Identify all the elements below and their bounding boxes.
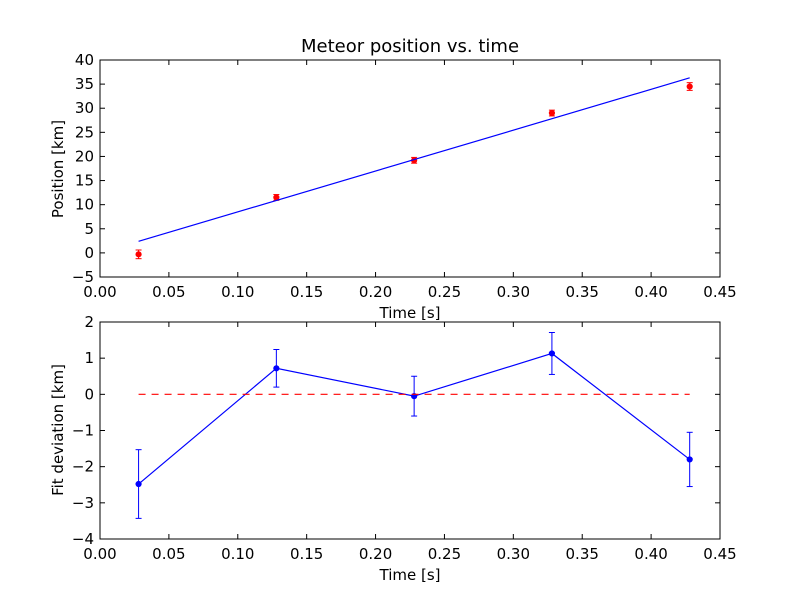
x-axis-label: Time [s] (379, 304, 441, 322)
x-tick-label: 0.45 (703, 545, 736, 563)
x-tick-label: 0.25 (428, 283, 461, 301)
data-point (686, 456, 693, 463)
y-tick-label: −5 (72, 268, 94, 286)
data-point (273, 194, 280, 201)
x-tick-label: 0.30 (497, 545, 530, 563)
data-point (548, 350, 556, 357)
x-tick-label: 0.00 (83, 283, 116, 301)
y-tick-label: −2 (72, 458, 94, 476)
deviation-chart: Time [s] Fit deviation [km] 0.00 0.05 0.10… (49, 313, 737, 584)
x-tick-label: 0.20 (359, 545, 392, 563)
y-tick-label: −3 (72, 494, 94, 512)
data-point (686, 83, 693, 90)
x-tick-label: 0.25 (428, 545, 461, 563)
y-tick-label: −4 (72, 530, 94, 548)
fit-line (138, 77, 690, 242)
x-tick-label: 0.00 (83, 545, 116, 563)
position-plot-area: 0.00 0.05 0.10 0.15 0.20 0.25 0.30 0.35 0.40 0.45… (72, 51, 737, 301)
x-tick-label: 0.45 (703, 283, 736, 301)
x-tick-label: 0.10 (221, 545, 254, 563)
position-chart: Meteor position vs. time Time [s] Positi… (49, 36, 737, 322)
y-tick-label: 35 (75, 75, 94, 93)
x-tick-label: 0.40 (634, 283, 667, 301)
y-tick-label: 25 (75, 123, 94, 141)
y-tick-label: −1 (72, 422, 94, 440)
x-tick-label: 0.05 (152, 283, 185, 301)
x-tick-label: 0.15 (290, 545, 323, 563)
y-tick-label: 0 (84, 385, 94, 403)
data-point (548, 109, 556, 117)
x-tick-label: 0.30 (497, 283, 530, 301)
y-tick-label: 30 (75, 99, 94, 117)
y-axis-label: Position [km] (49, 120, 67, 218)
x-tick-label: 0.15 (290, 283, 323, 301)
axes-frame (99, 59, 721, 278)
data-point (135, 251, 142, 258)
y-tick-label: 40 (75, 51, 94, 69)
y-tick-label: 15 (75, 172, 94, 190)
y-tick-label: 2 (84, 313, 94, 331)
x-tick-label: 0.40 (634, 545, 667, 563)
x-tick-label: 0.20 (359, 283, 392, 301)
x-tick-label: 0.35 (566, 545, 599, 563)
x-tick-label: 0.35 (566, 283, 599, 301)
data-point (135, 480, 142, 488)
x-tick-label: 0.05 (152, 545, 185, 563)
y-tick-label: 5 (84, 220, 94, 238)
x-tick-label: 0.10 (221, 283, 254, 301)
y-tick-label: 10 (75, 196, 94, 214)
chart-title: Meteor position vs. time (301, 36, 519, 57)
y-axis-label: Fit deviation [km] (49, 364, 67, 496)
data-point (273, 365, 280, 372)
axes-frame (99, 321, 721, 540)
y-tick-label: 20 (75, 147, 94, 165)
y-tick-label: 0 (84, 244, 94, 262)
y-tick-label: 1 (84, 349, 94, 367)
deviation-plot-area: 0.00 0.05 0.10 0.15 0.20 0.25 0.30 0.35 0.40 0.45… (72, 313, 737, 563)
x-axis-label: Time [s] (379, 566, 441, 584)
